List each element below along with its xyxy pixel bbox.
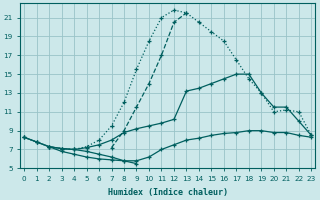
X-axis label: Humidex (Indice chaleur): Humidex (Indice chaleur) (108, 188, 228, 197)
